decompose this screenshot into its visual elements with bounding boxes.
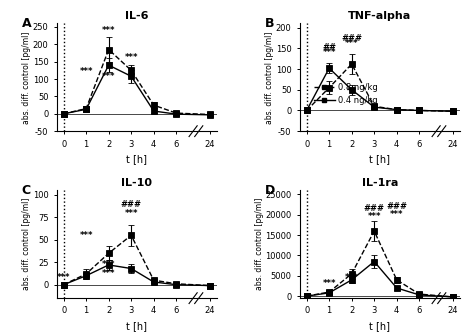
Title: IL-1ra: IL-1ra <box>362 178 398 188</box>
Text: ***: *** <box>322 49 336 57</box>
Text: ***: *** <box>322 279 336 288</box>
Y-axis label: abs. diff. control [pg/ml]: abs. diff. control [pg/ml] <box>22 198 31 290</box>
Title: IL-6: IL-6 <box>125 11 148 21</box>
X-axis label: t [h]: t [h] <box>369 154 391 164</box>
Text: ***: *** <box>102 269 116 277</box>
Title: TNF-alpha: TNF-alpha <box>348 11 411 21</box>
Text: **: ** <box>325 87 334 96</box>
Text: C: C <box>22 184 31 197</box>
Y-axis label: abs. diff. control [pg/ml]: abs. diff. control [pg/ml] <box>265 31 274 124</box>
Text: ###: ### <box>121 200 142 209</box>
Text: ***: *** <box>102 260 116 269</box>
Text: ***: *** <box>102 72 116 81</box>
Text: ###: ### <box>364 204 385 213</box>
Text: B: B <box>264 17 274 30</box>
Text: A: A <box>22 17 31 30</box>
Y-axis label: abs. diff. control [pg/ml]: abs. diff. control [pg/ml] <box>255 198 264 290</box>
Text: ###: ### <box>386 202 407 211</box>
X-axis label: t [h]: t [h] <box>126 321 147 331</box>
Text: ***: *** <box>390 210 403 219</box>
Text: ***: *** <box>57 273 70 282</box>
Text: ***: *** <box>367 212 381 221</box>
Y-axis label: abs. diff. control [pg/ml]: abs. diff. control [pg/ml] <box>22 31 31 124</box>
Text: ***: *** <box>80 231 93 240</box>
Text: **: ** <box>347 87 356 96</box>
Title: IL-10: IL-10 <box>121 178 152 188</box>
Text: ###: ### <box>341 34 362 43</box>
Text: ***: *** <box>102 25 116 35</box>
Legend: 0.8 ng/kg, 0.4 ng/kg: 0.8 ng/kg, 0.4 ng/kg <box>314 83 378 105</box>
Text: ##: ## <box>322 44 336 53</box>
Text: ***: *** <box>125 209 138 218</box>
Text: ***: *** <box>125 53 138 62</box>
X-axis label: t [h]: t [h] <box>126 154 147 164</box>
X-axis label: t [h]: t [h] <box>369 321 391 331</box>
Text: ***: *** <box>80 67 93 76</box>
Text: ***: *** <box>345 273 358 282</box>
Text: ***: *** <box>345 39 358 48</box>
Text: D: D <box>264 184 275 197</box>
